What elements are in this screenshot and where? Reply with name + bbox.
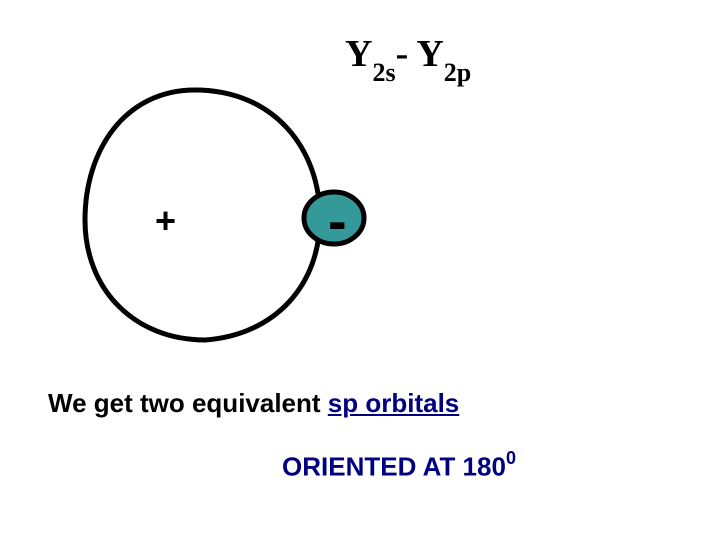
orbital-diagram (75, 60, 415, 360)
caption-oriented: ORIENTED AT 180 (282, 452, 506, 482)
caption-degree-sup: 0 (506, 448, 516, 468)
large-lobe-shape (85, 90, 320, 340)
psi-symbol-2: Y (416, 33, 443, 75)
caption-prefix: We get two equivalent (48, 388, 328, 418)
caption-line-1: We get two equivalent sp orbitals (48, 388, 459, 419)
minus-sign: - (328, 188, 347, 253)
caption-sp-orbitals: sp orbitals (328, 388, 459, 418)
subscript-2p: 2p (444, 58, 471, 87)
caption-line-2: ORIENTED AT 1800 (282, 450, 516, 483)
plus-sign: + (155, 200, 176, 242)
